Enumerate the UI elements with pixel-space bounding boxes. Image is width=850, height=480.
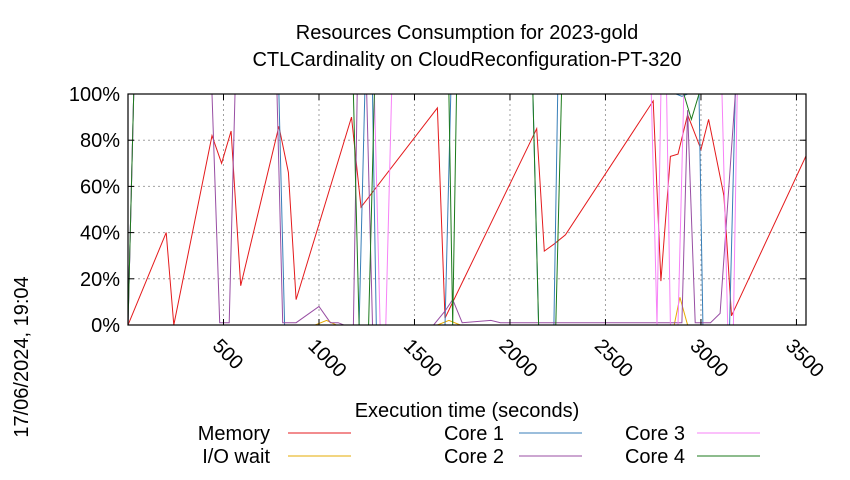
x-tick-label: 3500 — [781, 335, 828, 382]
x-tick-label: 1500 — [399, 335, 446, 382]
x-tick-label: 2000 — [494, 335, 541, 382]
y-tick-label: 20% — [80, 269, 120, 291]
chart-title: Resources Consumption for 2023-gold — [296, 22, 638, 44]
x-tick-label: 2500 — [590, 335, 637, 382]
legend-label-core-2: Core 2 — [444, 446, 504, 468]
legend-label-core-4: Core 4 — [625, 446, 685, 468]
series-lines — [128, 93, 806, 326]
y-tick-label: 60% — [80, 176, 120, 198]
y-tick-label: 100% — [69, 84, 120, 106]
y-tick-label: 0% — [91, 315, 120, 337]
plot-frame — [127, 93, 807, 326]
y-tick-label: 40% — [80, 223, 120, 245]
x-axis-label: Execution time (seconds) — [355, 400, 580, 422]
x-tick-label: 3000 — [685, 335, 732, 382]
y-tick-label: 80% — [80, 130, 120, 152]
legend-label-core-1: Core 1 — [444, 423, 504, 445]
x-tick-label: 1000 — [303, 335, 350, 382]
legend-label-memory: Memory — [198, 423, 270, 445]
series-line-memory — [128, 99, 806, 326]
legend-label-i-o-wait: I/O wait — [202, 446, 270, 468]
x-tick-label: 500 — [208, 335, 247, 374]
chart-subtitle: CTLCardinality on CloudReconfiguration-P… — [252, 49, 681, 71]
legend-label-core-3: Core 3 — [625, 423, 685, 445]
timestamp: 17/06/2024, 19:04 — [11, 276, 33, 437]
